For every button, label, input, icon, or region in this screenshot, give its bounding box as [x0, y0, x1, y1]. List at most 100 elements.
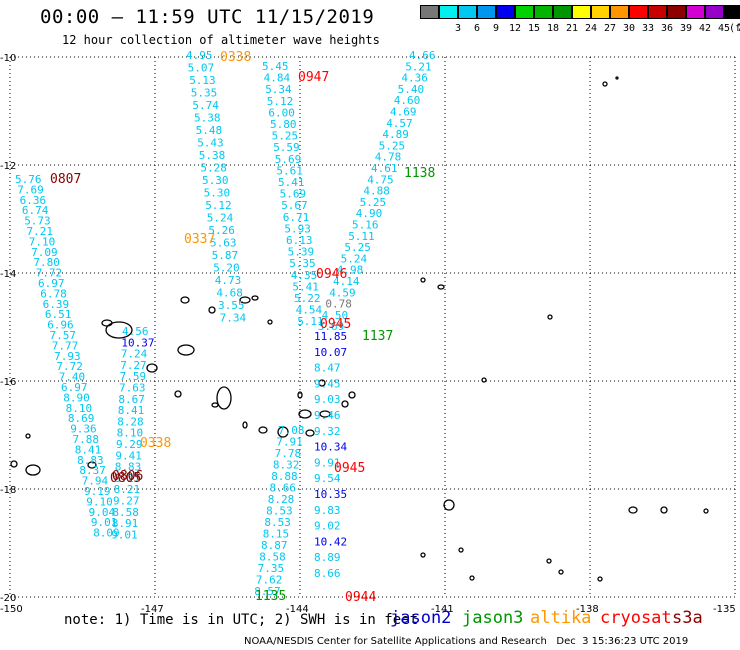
wave-height-value: 8.83 [77, 454, 104, 467]
wave-height-value: 5.87 [212, 249, 239, 262]
wave-height-value: 6.97 [38, 277, 65, 290]
island-outline [267, 319, 273, 325]
island-outline [341, 400, 349, 408]
island-outline [177, 344, 195, 356]
wave-height-value: 3.55 [218, 299, 245, 312]
wave-height-value: 9.19 [84, 485, 111, 498]
legend-label: 12 [508, 23, 522, 34]
wave-height-value: 9.41 [115, 449, 141, 462]
wave-height-value: 4.59 [329, 286, 356, 299]
legend-swatch [515, 5, 534, 19]
wave-height-value: 9.91 [314, 456, 341, 469]
wave-height-value: 7.62 [256, 574, 283, 587]
map-grid [9, 56, 736, 598]
pass-time-label: 0947 [298, 70, 329, 85]
wave-height-value: 4.54 [296, 304, 323, 317]
island-outline [597, 576, 603, 582]
island-outline [458, 547, 464, 553]
island-outline [348, 391, 356, 399]
wave-height-value: 6.13 [286, 234, 313, 247]
footnote: note: 1) Time is in UTC; 2) SWH is in fe… [64, 612, 419, 628]
wave-height-value: 5.12 [205, 199, 232, 212]
wave-height-value: 6.36 [20, 194, 46, 207]
satellite-label: jason3 [462, 608, 524, 628]
wave-height-value: 5.12 [267, 95, 294, 108]
pass-time-label: 0945 [334, 461, 365, 476]
wave-height-value: 9.83 [314, 504, 341, 517]
wave-height-value: 7.69 [17, 183, 44, 196]
wave-height-value: 5.76 [15, 173, 42, 186]
wave-height-value: 9.04 [89, 506, 116, 519]
pass-time-label: 1137 [362, 329, 393, 344]
wave-height-value: 8.66 [270, 482, 297, 495]
wave-height-value: 6.00 [268, 106, 295, 119]
island-outline [10, 460, 18, 468]
wave-height-value: 8.47 [314, 362, 341, 375]
wave-height-value: 8.09 [93, 527, 120, 540]
pass-time-label: 0807 [50, 172, 81, 187]
wave-height-value: 6.51 [45, 308, 72, 321]
legend-swatch [705, 5, 724, 19]
wave-height-value: 5.45 [262, 60, 289, 73]
map-title: 00:00 – 11:59 UTC 11/15/2019 [40, 6, 375, 28]
lon-tick-label: -147 [141, 604, 164, 615]
wave-height-value: 9.02 [314, 520, 341, 533]
pass-time-label: 1138 [404, 166, 435, 181]
island-outline [25, 464, 41, 476]
pass-time-label: 0337 [184, 232, 215, 247]
wave-height-value: 9.32 [314, 425, 341, 438]
legend-swatch [439, 5, 458, 19]
wave-height-value: 4.60 [394, 94, 421, 107]
wave-height-value: 9.01 [111, 528, 138, 541]
wave-height-value: 5.26 [208, 224, 235, 237]
legend-label: 6 [473, 23, 481, 34]
island-outline [211, 402, 219, 408]
wave-height-value: 0.78 [325, 298, 352, 311]
island-outline [216, 386, 232, 410]
island-outline [319, 410, 331, 418]
lon-tick-label: -150 [0, 604, 23, 615]
wave-height-value: 5.34 [265, 83, 292, 96]
track-2: 4.5610.377.247.277.597.638.678.418.288.1… [111, 325, 154, 541]
island-outline [258, 426, 268, 434]
wave-height-value: 5.11 [297, 315, 324, 328]
wave-height-value: 9.10 [86, 495, 113, 508]
wave-height-value: 8.69 [68, 412, 95, 425]
wave-height-value: 4.88 [363, 185, 390, 198]
wave-height-value: 8.57 [254, 585, 281, 598]
wave-height-value: 8.53 [266, 505, 293, 518]
wave-height-value: 7.80 [33, 256, 60, 269]
wave-height-value: 4.35 [291, 269, 318, 282]
wave-height-value: 5.41 [292, 280, 319, 293]
track-5: 4.665.214.365.404.604.694.574.895.254.78… [318, 49, 436, 333]
wave-height-value: 8.83 [115, 461, 142, 474]
wave-height-value: 5.74 [192, 99, 219, 112]
island-outline [443, 499, 455, 511]
lat-tick-label: -18 [0, 485, 16, 496]
wave-height-value: 5.35 [191, 87, 218, 100]
wave-height-value: 8.10 [117, 427, 144, 440]
wave-height-value: 9.36 [70, 423, 97, 436]
wave-height-value: 7.24 [121, 348, 148, 361]
pass-time-label: 0338 [220, 50, 251, 65]
wave-height-value: 5.25 [360, 196, 387, 209]
wave-height-value: 5.39 [288, 246, 315, 259]
legend-label: 21 [565, 23, 579, 34]
wave-height-value: 9.01 [91, 516, 118, 529]
wave-height-value: 5.28 [200, 162, 227, 175]
wave-height-value: 4.75 [367, 173, 394, 186]
wave-height-value: 5.21 [405, 60, 432, 73]
wave-height-value: 5.20 [213, 262, 240, 275]
wave-height-value: 4.66 [409, 49, 436, 62]
lat-tick-label: -20 [0, 593, 16, 604]
wave-height-value: 9.54 [314, 472, 341, 485]
wave-height-value: 5.16 [352, 219, 379, 232]
wave-height-value: 7.72 [36, 267, 63, 280]
wave-height-value: 6.96 [47, 319, 73, 332]
island-outline [469, 575, 475, 581]
wave-height-value: 3.69 [318, 320, 345, 333]
wave-height-value: 7.72 [56, 360, 83, 373]
island-outline [628, 506, 638, 514]
pass-time-label: 1135 [255, 589, 286, 604]
island-outline [615, 76, 619, 80]
